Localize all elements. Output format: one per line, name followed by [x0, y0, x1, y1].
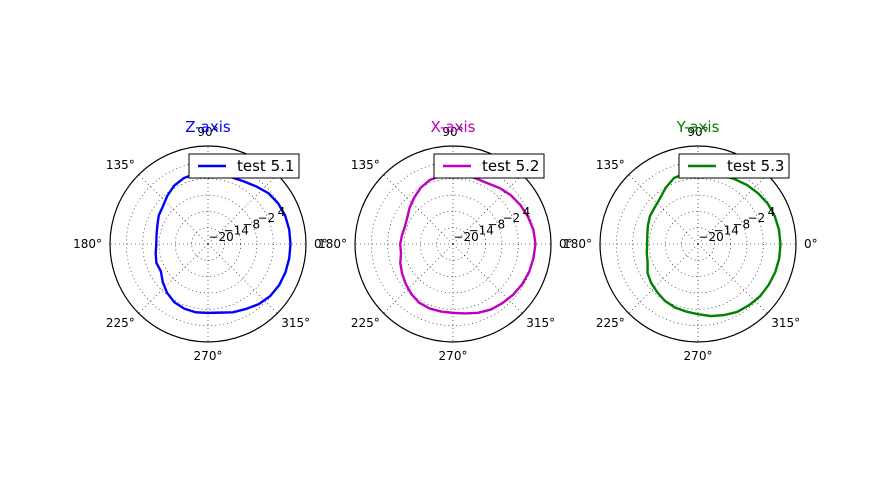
polar-chart-1: 0° 90° 135° 180° 225° 270° 315° −20−14−8−2 4 Z-ax…	[73, 118, 328, 363]
radial-tick-label: −8	[242, 217, 260, 231]
angle-tick-label: 315°	[771, 316, 800, 330]
angular-gridline	[383, 243, 454, 314]
angle-tick-label: 0°	[559, 237, 573, 251]
radial-tick-label: 4	[278, 205, 286, 219]
radial-tick-label: −20	[453, 230, 478, 244]
radial-tick-label: −2	[503, 211, 521, 225]
radial-tick-label: −20	[208, 230, 233, 244]
angle-tick-label: 180°	[73, 237, 102, 251]
angular-gridline	[138, 243, 209, 314]
angular-gridline	[207, 174, 278, 245]
polar-axes-frame	[109, 145, 307, 343]
angle-tick-label: 0°	[804, 237, 818, 251]
angular-gridline	[383, 174, 454, 245]
angular-gridline	[452, 174, 523, 245]
data-series-line	[398, 173, 537, 315]
legend-label: test 5.3	[727, 157, 784, 175]
data-series-line	[154, 171, 292, 315]
polar-chart-3: 0° 90° 135° 180° 225° 270° 315° −20−14−8−2 4 Y-ax…	[563, 118, 818, 363]
angle-tick-label: 180°	[318, 237, 347, 251]
angle-tick-label: 225°	[351, 316, 380, 330]
legend: test 5.2	[433, 153, 545, 179]
angular-gridline	[628, 243, 699, 314]
angle-tick-label: 135°	[351, 158, 380, 172]
angle-tick-label: 90°	[442, 125, 463, 139]
angle-tick-label: 270°	[194, 349, 223, 363]
radial-tick-label: 4	[523, 205, 531, 219]
angle-tick-label: 90°	[687, 125, 708, 139]
radial-tick-label: −20	[698, 230, 723, 244]
radial-tick-label: 4	[768, 205, 776, 219]
angular-gridline	[207, 243, 278, 314]
legend: test 5.1	[188, 153, 300, 179]
legend-label: test 5.2	[482, 157, 539, 175]
radial-tick-label: −2	[258, 211, 276, 225]
polar-axes-frame	[599, 145, 797, 343]
radial-tick-label: −14	[224, 224, 249, 238]
chart-title: Y-axis	[676, 118, 720, 136]
radial-tick-label: −14	[469, 224, 494, 238]
angle-tick-label: 225°	[106, 316, 135, 330]
angle-tick-label: 135°	[596, 158, 625, 172]
chart-title: Z-axis	[185, 118, 231, 136]
angle-tick-label: 270°	[684, 349, 713, 363]
radial-tick-label: −8	[487, 217, 505, 231]
radial-gridline	[387, 178, 519, 310]
radial-gridline	[142, 178, 274, 310]
angular-gridline	[697, 243, 768, 314]
angle-tick-label: 315°	[281, 316, 310, 330]
polar-chart-2: 0° 90° 135° 180° 225° 270° 315° −20−14−8−2 4 X-ax…	[318, 118, 573, 363]
angle-tick-label: 90°	[197, 125, 218, 139]
legend-label: test 5.1	[237, 157, 294, 175]
angular-gridline	[452, 243, 523, 314]
legend: test 5.3	[678, 153, 790, 179]
angle-tick-label: 270°	[439, 349, 468, 363]
radial-tick-label: −14	[714, 224, 739, 238]
angular-gridline	[138, 174, 209, 245]
angular-gridline	[628, 174, 699, 245]
polar-axes-frame	[354, 145, 552, 343]
angular-gridline	[697, 174, 768, 245]
angle-tick-label: 0°	[314, 237, 328, 251]
chart-title: X-axis	[431, 118, 476, 136]
angle-tick-label: 135°	[106, 158, 135, 172]
data-series-line	[645, 170, 782, 318]
angle-tick-label: 315°	[526, 316, 555, 330]
radial-tick-label: −8	[732, 217, 750, 231]
radial-tick-label: −2	[748, 211, 766, 225]
angle-tick-label: 180°	[563, 237, 592, 251]
radial-gridline	[632, 178, 764, 310]
angle-tick-label: 225°	[596, 316, 625, 330]
